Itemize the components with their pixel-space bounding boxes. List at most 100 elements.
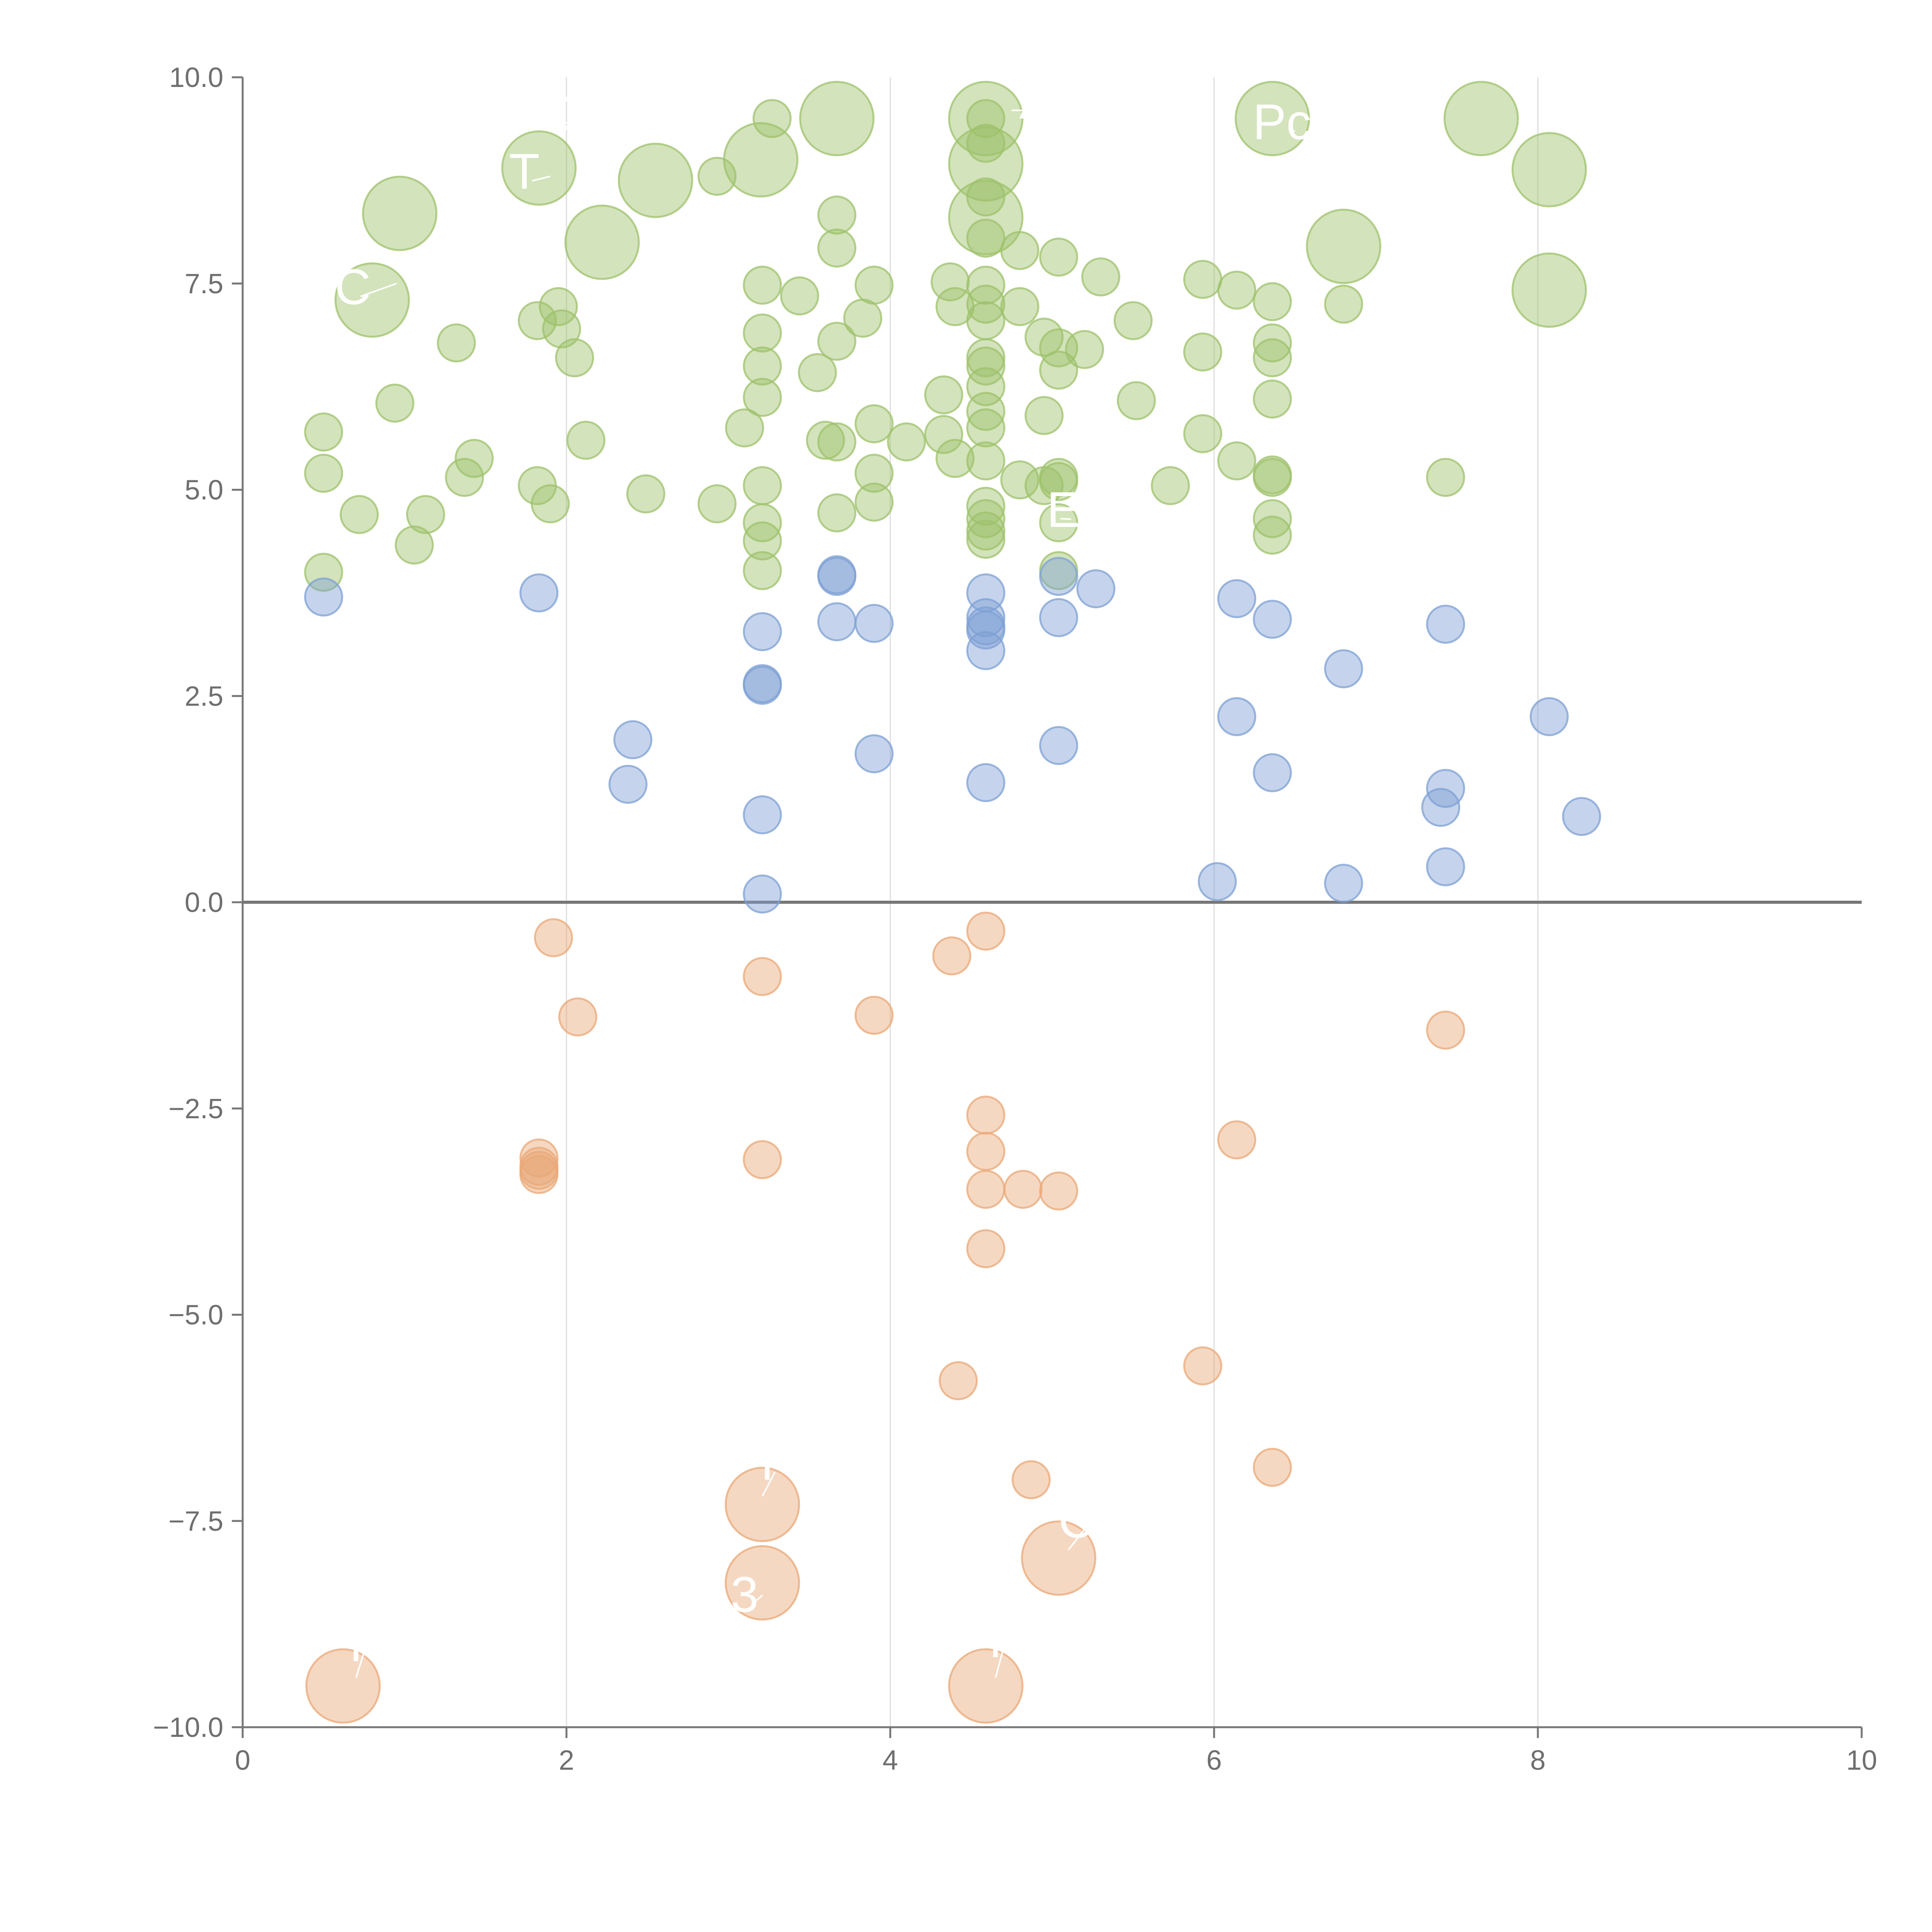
green-bubble-6 bbox=[362, 175, 437, 251]
blue-bubble-2 bbox=[608, 765, 648, 804]
green-bubble-3 bbox=[340, 495, 379, 534]
blue-bubble-22 bbox=[1039, 726, 1078, 765]
leader-line-2 bbox=[566, 117, 575, 124]
blue-bubble-28 bbox=[1253, 753, 1292, 793]
green-bubble-82 bbox=[1039, 237, 1078, 277]
green-bubble-30 bbox=[743, 346, 782, 386]
green-bubble-84 bbox=[1039, 350, 1078, 390]
orange-bubble-20 bbox=[1003, 1170, 1043, 1209]
green-bubble-89 bbox=[1065, 330, 1104, 369]
blue-bubble-0 bbox=[304, 577, 343, 617]
green-bubble-107 bbox=[1253, 515, 1292, 555]
green-bubble-66 bbox=[966, 338, 1005, 378]
leader-line-1 bbox=[532, 175, 551, 182]
y-tick-label-4: 0.0 bbox=[185, 887, 223, 918]
blue-bubble-26 bbox=[1217, 697, 1257, 736]
blue-bubble-31 bbox=[1421, 787, 1461, 827]
orange-bubble-4 bbox=[519, 1155, 559, 1194]
green-bubble-73 bbox=[966, 499, 1005, 538]
orange-bubble-10 bbox=[724, 1545, 800, 1621]
y-tick-label-0: 10.0 bbox=[169, 62, 223, 93]
blue-bubble-12 bbox=[854, 604, 894, 643]
orange-bubble-11 bbox=[854, 995, 894, 1035]
bubble-label-7: 3 bbox=[731, 1566, 759, 1622]
leader-line-9 bbox=[355, 1653, 365, 1678]
green-bubble-61 bbox=[966, 177, 1005, 217]
green-bubble-93 bbox=[1151, 466, 1190, 505]
orange-bubble-6 bbox=[558, 997, 597, 1037]
bubble-label-3: Pc bbox=[1253, 94, 1311, 150]
green-bubble-77 bbox=[1000, 287, 1039, 327]
blue-bubble-11 bbox=[817, 602, 857, 641]
bubbles bbox=[304, 81, 1601, 1724]
leader-line-7 bbox=[752, 1594, 763, 1605]
orange-bubble-7 bbox=[743, 957, 782, 996]
blue-bubble-7 bbox=[743, 795, 782, 835]
green-bubble-95 bbox=[1183, 332, 1223, 372]
green-bubble-7 bbox=[395, 526, 434, 565]
blue-bubble-3 bbox=[613, 720, 653, 759]
green-bubble-29 bbox=[743, 313, 782, 353]
orange-bubble-22 bbox=[1039, 1171, 1078, 1211]
green-bubble-67 bbox=[966, 346, 1005, 386]
green-bubble-22 bbox=[617, 143, 693, 218]
y-tick-label-1: 7.5 bbox=[185, 269, 223, 299]
orange-bubble-13 bbox=[939, 1361, 978, 1400]
green-bubble-1 bbox=[304, 454, 343, 493]
green-bubble-106 bbox=[1253, 499, 1292, 538]
blue-bubble-24 bbox=[1197, 862, 1237, 901]
green-bubble-19 bbox=[566, 420, 605, 460]
green-bubble-49 bbox=[854, 483, 894, 522]
leader-line-10 bbox=[995, 1649, 1004, 1678]
green-bubble-5 bbox=[375, 383, 415, 423]
y-tick-label-8: −10.0 bbox=[153, 1712, 223, 1743]
x-tick-label-3: 6 bbox=[1206, 1745, 1222, 1776]
bubble-label-8: C bbox=[1058, 1492, 1095, 1548]
green-bubble-11 bbox=[454, 439, 494, 478]
blue-bubble-1 bbox=[519, 573, 559, 612]
blue-bubble-32 bbox=[1426, 605, 1465, 644]
y-tick-label-7: −7.5 bbox=[168, 1506, 223, 1537]
bubble-label-10: T bbox=[980, 1612, 1011, 1668]
green-bubble-112 bbox=[1511, 132, 1587, 207]
green-bubble-40 bbox=[817, 196, 857, 235]
orange-bubble-17 bbox=[966, 1170, 1005, 1209]
green-bubble-71 bbox=[966, 441, 1005, 481]
blue-bubble-33 bbox=[1426, 769, 1465, 808]
green-bubble-24 bbox=[697, 156, 737, 196]
green-bubble-9 bbox=[437, 323, 476, 362]
green-bubble-17 bbox=[542, 309, 581, 349]
leader-line-6 bbox=[762, 1471, 776, 1497]
green-bubble-76 bbox=[1000, 231, 1039, 270]
orange-bubble-19 bbox=[948, 1648, 1024, 1724]
green-bubble-50 bbox=[887, 422, 926, 462]
orange-bubble-27 bbox=[1426, 1010, 1465, 1050]
green-bubble-4 bbox=[334, 262, 410, 338]
bubble-label-9: T bbox=[341, 1616, 371, 1672]
bubble-label-6: T bbox=[752, 1434, 782, 1491]
blue-bubble-21 bbox=[1039, 598, 1078, 637]
green-bubble-103 bbox=[1253, 379, 1292, 419]
green-bubble-52 bbox=[924, 415, 963, 454]
green-bubble-48 bbox=[854, 454, 894, 493]
x-tick-label-4: 8 bbox=[1530, 1745, 1546, 1776]
green-bubble-75 bbox=[966, 520, 1005, 559]
green-bubble-91 bbox=[1114, 301, 1153, 340]
leader-line-8 bbox=[1068, 1529, 1085, 1551]
bubble-label-1: T bbox=[509, 143, 539, 199]
orange-bubble-18 bbox=[966, 1229, 1005, 1269]
green-bubble-43 bbox=[817, 422, 857, 462]
blue-bubble-18 bbox=[966, 631, 1005, 670]
green-bubble-44 bbox=[817, 493, 857, 532]
orange-bubble-8 bbox=[743, 1140, 782, 1179]
green-bubble-18 bbox=[555, 338, 594, 378]
green-bubble-37 bbox=[798, 353, 837, 392]
green-bubble-27 bbox=[752, 99, 792, 138]
green-bubble-46 bbox=[854, 265, 894, 305]
green-bubble-105 bbox=[1253, 457, 1292, 497]
green-bubble-8 bbox=[406, 495, 445, 534]
green-bubble-65 bbox=[966, 301, 1005, 340]
blue-bubble-10 bbox=[817, 557, 857, 596]
green-bubble-28 bbox=[743, 265, 782, 305]
